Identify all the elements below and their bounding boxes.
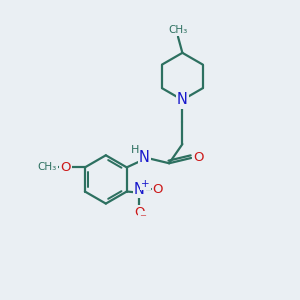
Text: O: O <box>134 206 144 219</box>
Text: O: O <box>193 152 204 164</box>
Text: O: O <box>60 161 70 174</box>
Text: N: N <box>177 92 188 107</box>
Text: H: H <box>130 145 139 155</box>
Text: N: N <box>134 182 145 197</box>
Text: O: O <box>153 183 163 196</box>
Text: CH₃: CH₃ <box>38 162 57 172</box>
Text: CH₃: CH₃ <box>168 25 188 35</box>
Text: +: + <box>141 179 150 190</box>
Text: N: N <box>139 150 149 165</box>
Text: ⁻: ⁻ <box>139 212 146 225</box>
